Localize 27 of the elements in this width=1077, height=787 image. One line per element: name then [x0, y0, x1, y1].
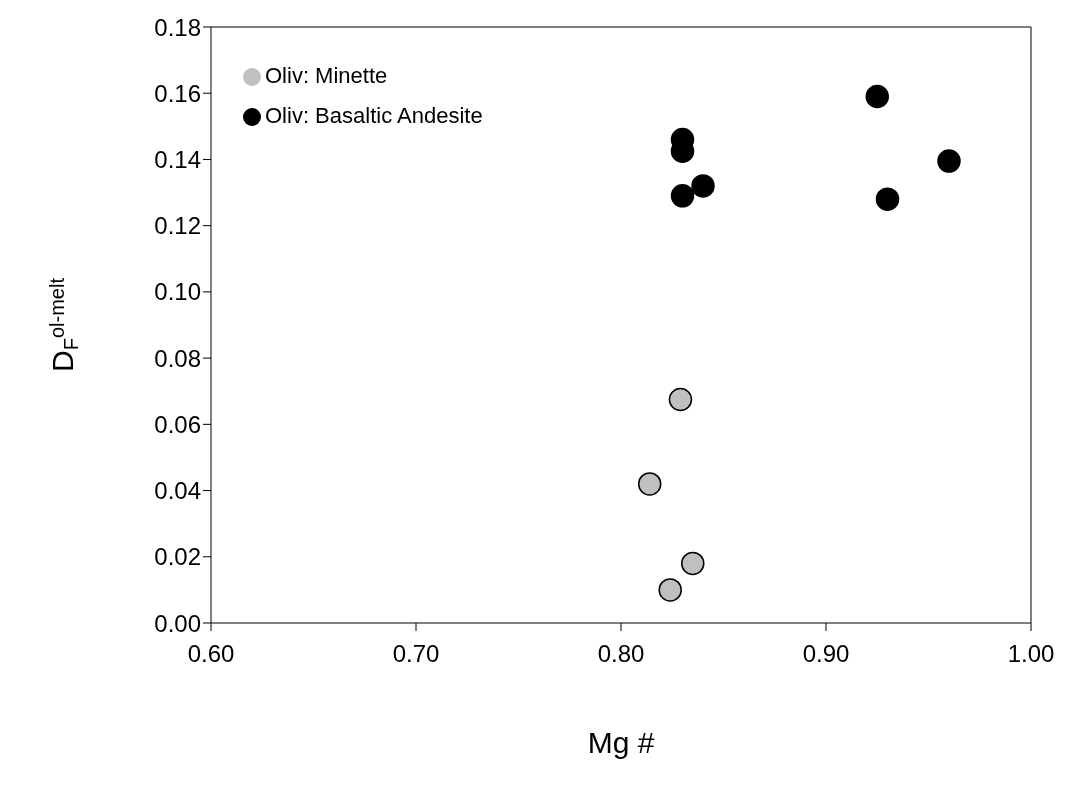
y-tick-label: 0.10 [154, 278, 201, 306]
y-tick-label: 0.06 [154, 410, 201, 438]
y-tick-label: 0.04 [154, 477, 201, 505]
point [668, 387, 693, 412]
y-tick-label: 0.00 [154, 609, 201, 637]
point [937, 149, 961, 173]
point [691, 174, 715, 198]
point [865, 84, 889, 109]
y-tick-label: 0.18 [154, 13, 201, 41]
x-tick-label: 0.70 [392, 640, 440, 668]
y-tick-label: 0.12 [154, 212, 201, 240]
point [658, 578, 682, 602]
y-tick-label: 0.14 [154, 145, 201, 173]
x-tick-label: 0.60 [187, 640, 235, 668]
x-axis-title: Mg # [587, 726, 655, 759]
y-tick-label: 0.08 [154, 344, 201, 372]
y-tick-label: 0.16 [154, 79, 201, 107]
point [875, 187, 900, 211]
point [681, 551, 705, 576]
point [670, 184, 695, 208]
legend-label: Oliv: Minette [265, 63, 388, 88]
x-tick-label: 1.00 [1007, 640, 1055, 668]
y-tick-label: 0.02 [154, 543, 201, 571]
x-tick-label: 0.80 [597, 640, 645, 668]
x-tick-label: 0.90 [802, 640, 850, 668]
legend-label: Oliv: Basaltic Andesite [265, 103, 483, 128]
point [637, 472, 662, 496]
